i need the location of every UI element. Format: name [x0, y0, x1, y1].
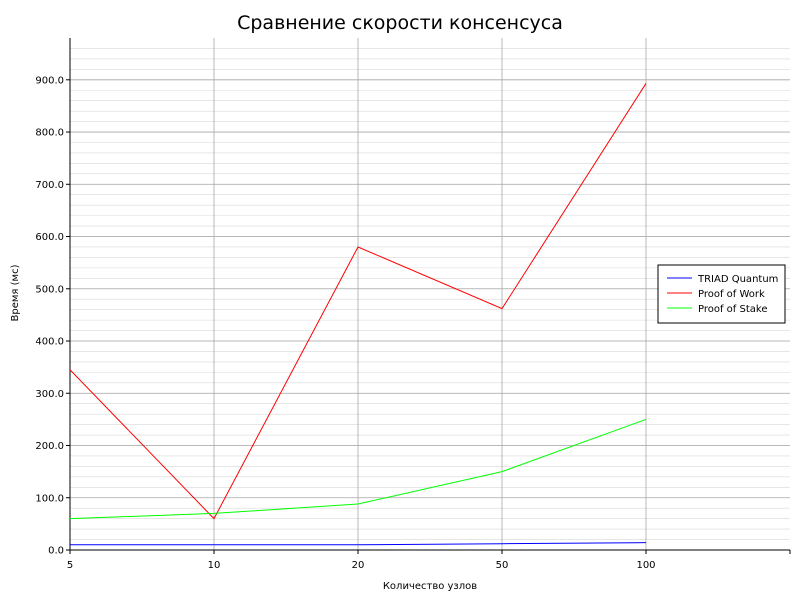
y-tick-label: 400.0	[35, 337, 64, 348]
major-grid	[70, 79, 790, 551]
series-lines	[69, 83, 647, 546]
x-tick-label: 5	[67, 560, 73, 571]
x-tick-label: 100	[636, 560, 655, 571]
legend-label-proof-of-work: Proof of Work	[698, 289, 765, 300]
legend: TRIAD Quantum Proof of Work Proof of Sta…	[657, 264, 786, 324]
y-axis-label: Время (мс)	[10, 264, 21, 321]
y-ticks: 0.0 100.0 200.0 300.0 400.0 500.0 600.0 700.0 80…	[35, 75, 70, 557]
vertical-grid	[213, 38, 647, 550]
y-tick-label: 300.0	[35, 389, 64, 400]
y-tick-label: 100.0	[35, 493, 64, 504]
x-tick-label: 10	[208, 560, 221, 571]
legend-label-proof-of-stake: Proof of Stake	[698, 304, 767, 315]
y-tick-label: 0.0	[48, 546, 64, 557]
y-tick-label: 500.0	[35, 284, 64, 295]
series-line-triad-quantum	[70, 542, 647, 546]
x-tick-label: 50	[496, 560, 509, 571]
y-tick-label: 900.0	[35, 75, 64, 86]
series-line-proof-of-work	[69, 83, 647, 520]
series-line-proof-of-stake	[69, 418, 647, 520]
legend-box	[657, 264, 786, 324]
chart-title: Сравнение скорости консенсуса	[237, 12, 563, 34]
y-tick-label: 200.0	[35, 441, 64, 452]
y-tick-label: 700.0	[35, 180, 64, 191]
legend-label-triad-quantum: TRIAD Quantum	[697, 274, 778, 285]
y-tick-label: 800.0	[35, 128, 64, 139]
x-axis-label: Количество узлов	[383, 581, 477, 592]
x-ticks: 5 10 20 50 100	[67, 550, 791, 571]
y-tick-label: 600.0	[35, 232, 64, 243]
x-tick-label: 20	[352, 560, 365, 571]
